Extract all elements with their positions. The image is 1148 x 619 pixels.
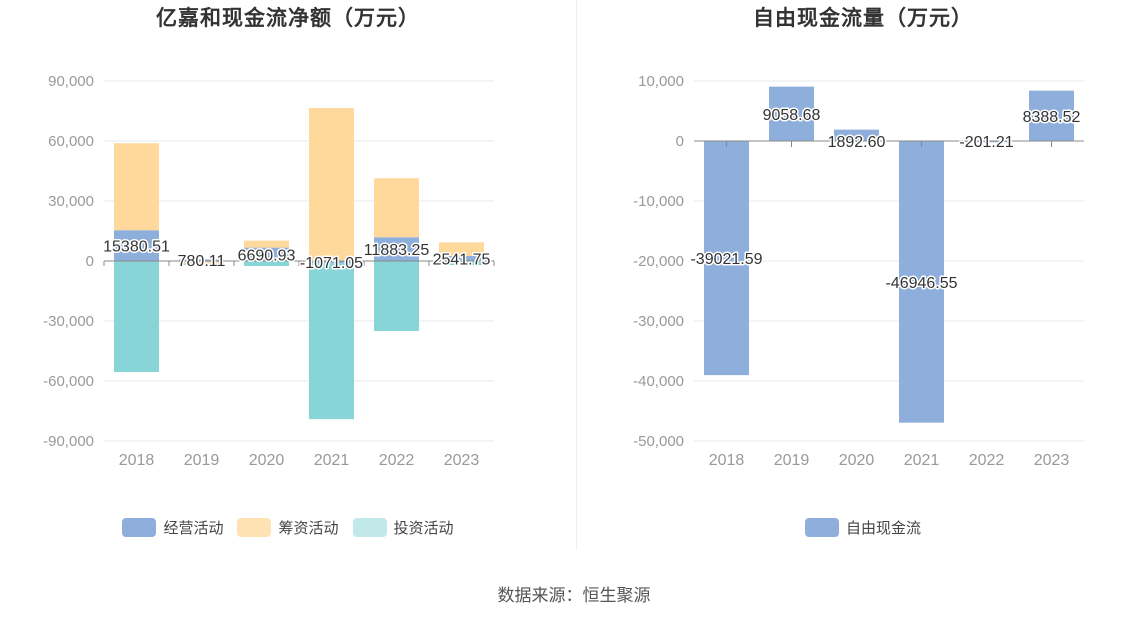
y-tick-label: 60,000 — [48, 133, 94, 150]
legend-swatch — [352, 518, 387, 537]
data-label: 8388.52 — [1023, 109, 1081, 126]
bar-经营活动-2021 — [309, 261, 354, 264]
legend-swatch — [804, 518, 839, 537]
x-tick-label: 2021 — [314, 452, 350, 469]
y-tick-label: -60,000 — [43, 373, 94, 390]
bar-经营活动-2022 — [374, 237, 419, 261]
y-tick-label: -50,000 — [633, 433, 684, 450]
bar-投资活动-2021 — [309, 263, 354, 420]
x-tick-label: 2022 — [379, 452, 415, 469]
x-tick-label: 2023 — [1034, 452, 1070, 469]
bar-筹资活动-2020 — [244, 240, 289, 248]
bar-筹资活动-2023 — [439, 242, 484, 256]
data-label: 1892.60 — [828, 134, 886, 151]
y-tick-label: 30,000 — [48, 193, 94, 210]
legend-label: 经营活动 — [163, 520, 224, 537]
bar-自由现金流-2019 — [769, 86, 814, 141]
bar-经营活动-2020 — [244, 247, 289, 261]
y-tick-label: 0 — [86, 253, 94, 270]
legend: 自由现金流 — [578, 517, 1148, 538]
bar-自由现金流-2018 — [704, 141, 749, 376]
y-tick-label: -20,000 — [633, 253, 684, 270]
bar-投资活动-2022 — [374, 261, 419, 331]
data-label: 2541.75 — [433, 251, 491, 268]
chart-title: 自由现金流量（万元） — [753, 7, 973, 30]
data-label: 9058.68 — [763, 107, 821, 124]
data-label: 6690.93 — [238, 247, 296, 264]
bar-筹资活动-2021 — [309, 108, 354, 261]
data-label: -46946.55 — [885, 275, 957, 292]
legend-swatch — [237, 518, 272, 537]
legend-label: 投资活动 — [393, 520, 454, 537]
data-label: -39021.59 — [690, 251, 762, 268]
x-tick-label: 2020 — [839, 452, 875, 469]
y-tick-label: -30,000 — [633, 313, 684, 330]
legend-item-financing[interactable]: 筹资活动 — [237, 517, 339, 538]
bar-投资活动-2019 — [179, 263, 224, 265]
bar-经营活动-2023 — [439, 255, 484, 261]
bar-筹资活动-2018 — [114, 143, 159, 231]
data-label: 780.11 — [178, 253, 226, 270]
x-tick-label: 2018 — [709, 452, 745, 469]
bar-经营活动-2018 — [114, 230, 159, 261]
free-cashflow-chart: 自由现金流量（万元） 10,000 0 -10,000 -20,000 -30,000 -… — [578, 0, 1148, 560]
y-tick-label: 90,000 — [48, 73, 94, 90]
x-tick-label: 2022 — [969, 452, 1005, 469]
x-tick-label: 2021 — [904, 452, 940, 469]
legend-item-free-cashflow[interactable]: 自由现金流 — [804, 517, 921, 538]
data-label: -1071.05 — [300, 255, 363, 272]
bar-自由现金流-2021 — [899, 141, 944, 423]
bar-投资活动-2020 — [244, 261, 289, 266]
bar-自由现金流-2020 — [834, 129, 879, 141]
panel-divider — [576, 0, 577, 550]
bar-自由现金流-2023 — [1029, 90, 1074, 141]
legend-item-investing[interactable]: 投资活动 — [352, 517, 454, 538]
x-tick-label: 2018 — [119, 452, 155, 469]
y-tick-label: -40,000 — [633, 373, 684, 390]
data-label: 11883.25 — [364, 242, 430, 259]
data-source: 数据来源：恒生聚源 — [497, 586, 651, 605]
y-tick-label: -90,000 — [43, 433, 94, 450]
bar-投资活动-2018 — [114, 261, 159, 372]
bar-经营活动-2019 — [179, 259, 224, 261]
legend-label: 筹资活动 — [278, 520, 339, 537]
chart-title: 亿嘉和现金流净额（万元） — [156, 7, 420, 30]
legend-swatch — [122, 518, 157, 537]
y-tick-label: 0 — [676, 133, 684, 150]
y-tick-label: -30,000 — [43, 313, 94, 330]
cashflow-net-plot: 90,000 60,000 30,000 0 -30,000 -60,000 -90,000… — [43, 73, 495, 469]
bar-投资活动-2023 — [439, 261, 484, 265]
x-tick-label: 2019 — [184, 452, 220, 469]
legend-item-operating[interactable]: 经营活动 — [122, 517, 223, 538]
legend: 经营活动 筹资活动 投资活动 — [0, 517, 576, 538]
data-label: 15380.51 — [103, 239, 170, 256]
x-tick-label: 2019 — [774, 452, 810, 469]
data-label: -201.21 — [959, 134, 1013, 151]
bar-筹资活动-2022 — [374, 178, 419, 238]
cashflow-net-chart: 亿嘉和现金流净额（万元） 90,000 60,000 30,000 0 -30,000 -… — [0, 0, 576, 560]
x-tick-label: 2023 — [444, 452, 480, 469]
x-tick-label: 2020 — [249, 452, 285, 469]
y-tick-label: 10,000 — [638, 73, 684, 90]
free-cashflow-plot: 10,000 0 -10,000 -20,000 -30,000 -40,000 -50,0… — [633, 73, 1084, 469]
legend-label: 自由现金流 — [845, 520, 921, 537]
y-tick-label: -10,000 — [633, 193, 684, 210]
bar-筹资活动-2019 — [179, 261, 224, 264]
